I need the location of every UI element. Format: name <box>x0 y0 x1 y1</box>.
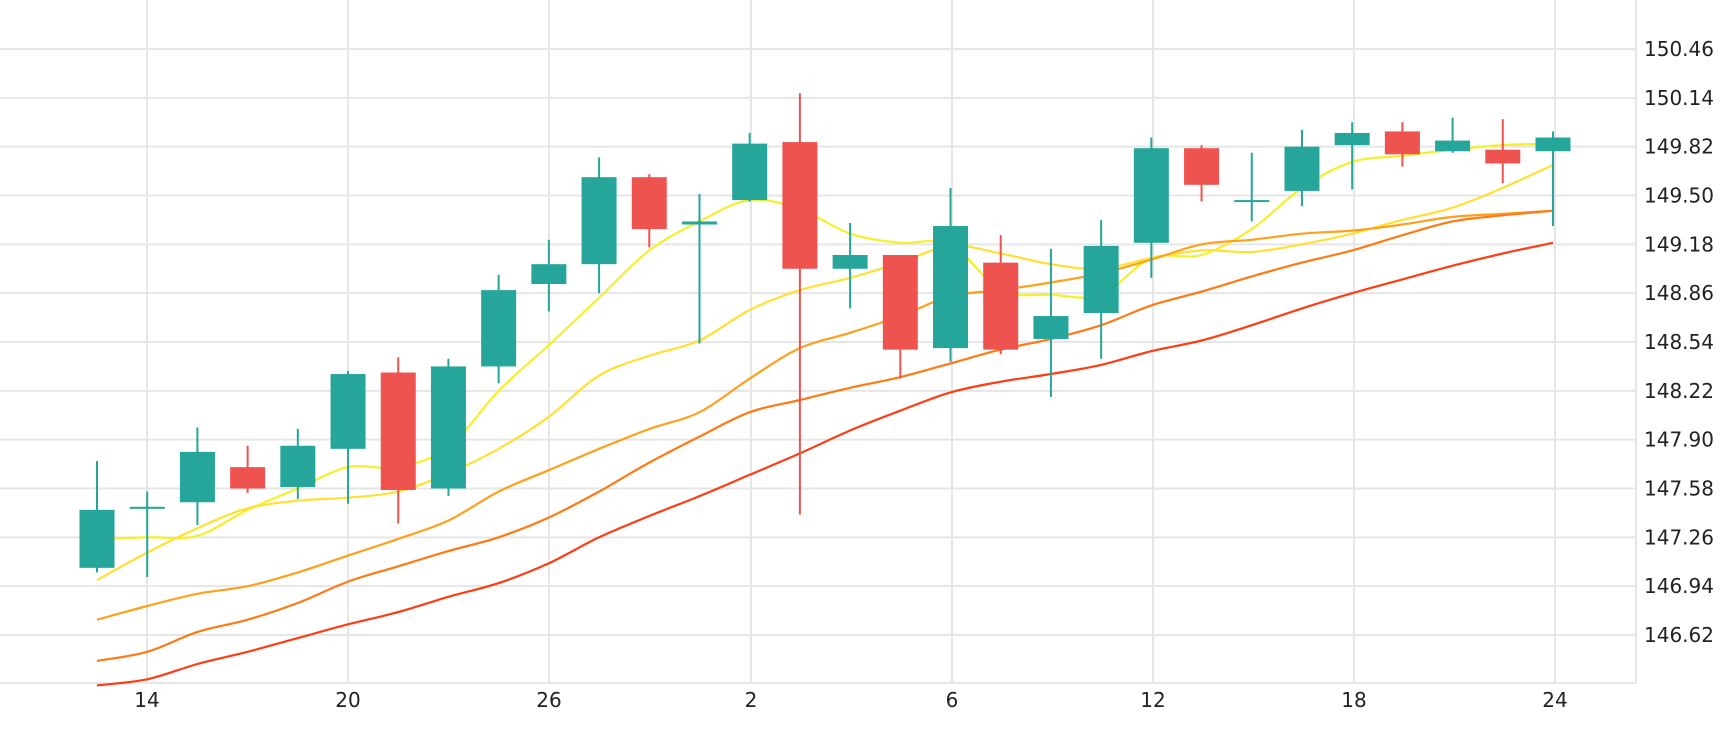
candle-body <box>581 177 617 265</box>
x-tick-label: 6 <box>946 688 959 712</box>
y-tick-label: 146.94 <box>1644 574 1714 598</box>
candle-body <box>1334 132 1370 146</box>
y-tick-label: 148.54 <box>1644 330 1714 354</box>
candle <box>380 357 416 524</box>
candle-body <box>1133 148 1169 243</box>
candle-body <box>330 374 366 449</box>
candle-body <box>481 290 517 367</box>
y-tick-label: 146.62 <box>1644 623 1714 647</box>
y-tick-label: 150.46 <box>1644 37 1714 61</box>
candle-body <box>1033 316 1069 339</box>
candle <box>1334 122 1370 190</box>
candle-body <box>430 366 466 489</box>
candle-body <box>1435 140 1471 152</box>
candle-body <box>983 262 1019 350</box>
x-tick-label: 12 <box>1140 688 1165 712</box>
y-tick-label: 149.82 <box>1644 135 1714 159</box>
candle <box>280 428 316 500</box>
candle-body <box>280 445 316 487</box>
moving-average-line <box>96 209 1554 621</box>
candle <box>681 193 717 344</box>
candle <box>481 274 517 384</box>
candle <box>430 358 466 497</box>
candle <box>1384 122 1420 167</box>
y-tick-label: 148.86 <box>1644 281 1714 305</box>
candle <box>531 239 567 312</box>
candle-body <box>1535 137 1571 152</box>
moving-average-line <box>96 209 1554 662</box>
candle-body <box>1384 131 1420 155</box>
candle <box>1133 137 1169 278</box>
y-axis-tick-labels: 150.46 150.14 149.82 149.50 149.18 148.86 148.… <box>1644 37 1714 647</box>
candle-body <box>882 255 918 350</box>
candle <box>832 222 868 309</box>
candle <box>782 93 818 515</box>
candle-body <box>681 221 717 225</box>
moving-average-lines <box>96 142 1554 687</box>
candle <box>581 157 617 294</box>
x-axis-tick-labels: 14 20 26 2 6 12 18 24 <box>134 688 1567 712</box>
candle-body <box>230 467 266 489</box>
candle-body <box>1083 245 1119 314</box>
candle <box>1284 129 1320 207</box>
candle-body <box>531 264 567 285</box>
candle-body <box>1485 149 1521 164</box>
y-tick-label: 147.58 <box>1644 477 1714 501</box>
y-tick-label: 148.22 <box>1644 379 1714 403</box>
moving-average-line <box>96 163 1554 582</box>
candle <box>330 370 366 504</box>
candle <box>1485 119 1521 184</box>
candle-body <box>1234 200 1270 203</box>
candle-body <box>179 451 215 503</box>
candle-body <box>782 142 818 269</box>
candle-body <box>1284 146 1320 191</box>
candle-body <box>1184 148 1220 185</box>
candle <box>983 235 1019 355</box>
candle <box>1435 117 1471 153</box>
candle <box>230 445 266 494</box>
candle-body <box>732 143 768 201</box>
x-tick-label: 24 <box>1542 688 1567 712</box>
candle-body <box>631 177 667 230</box>
candle-body <box>129 506 165 509</box>
y-tick-label: 149.18 <box>1644 232 1714 256</box>
candle <box>179 427 215 526</box>
y-tick-label: 147.26 <box>1644 525 1714 549</box>
x-tick-label: 18 <box>1341 688 1366 712</box>
candle <box>732 132 768 202</box>
y-tick-label: 149.50 <box>1644 184 1714 208</box>
candle <box>129 491 165 578</box>
candle <box>1234 152 1270 222</box>
candle <box>933 187 969 362</box>
candle <box>1184 145 1220 202</box>
candle-body <box>933 226 969 349</box>
candle <box>882 255 918 379</box>
candle <box>1535 131 1571 227</box>
candle-body <box>832 255 868 269</box>
x-tick-label: 14 <box>134 688 159 712</box>
y-tick-label: 147.90 <box>1644 428 1714 452</box>
candle-body <box>79 509 115 568</box>
x-tick-label: 26 <box>536 688 561 712</box>
x-tick-label: 20 <box>335 688 360 712</box>
candle <box>1033 248 1069 397</box>
candles <box>79 93 1571 578</box>
candle <box>631 174 667 248</box>
candle-body <box>380 372 416 491</box>
candle <box>1083 219 1119 359</box>
moving-average-line <box>96 241 1554 687</box>
x-tick-label: 2 <box>745 688 758 712</box>
candle <box>79 461 115 573</box>
y-tick-label: 150.14 <box>1644 86 1714 110</box>
